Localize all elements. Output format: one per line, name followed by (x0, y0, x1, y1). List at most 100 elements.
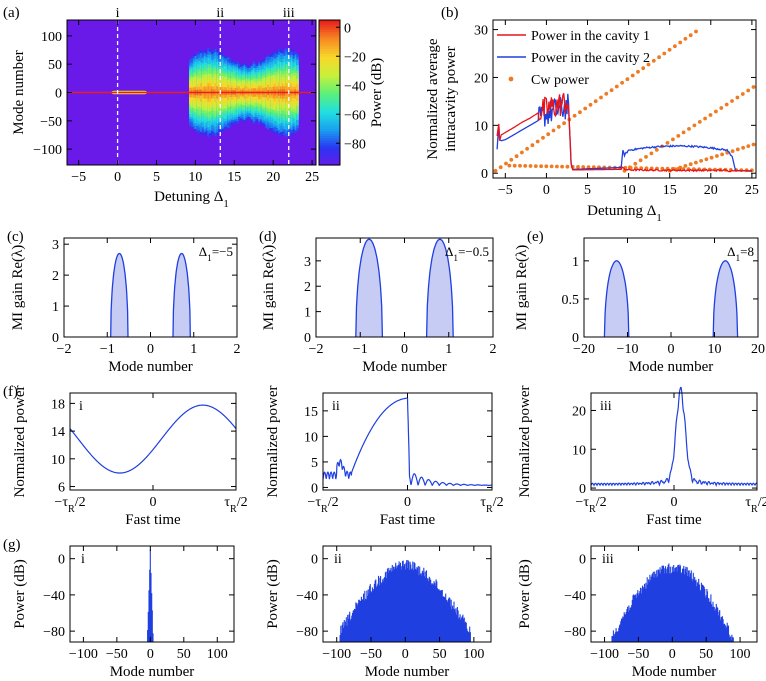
x-tick-label: 0 (669, 647, 676, 662)
axes-frame (590, 545, 758, 643)
y-axis-title: MI gain Re(λ) (261, 245, 277, 331)
colorbar-cell (319, 140, 340, 144)
x-tick-label: 5 (584, 183, 591, 198)
y-tick-label: 100 (41, 30, 62, 45)
state-annotation: ii (334, 552, 342, 567)
mi-gain-curve (355, 238, 384, 338)
colorbar-cell (319, 27, 340, 31)
cw-power-dot (533, 164, 538, 169)
cw-power-dot (630, 73, 635, 78)
x-tick-label: 100 (207, 647, 228, 662)
colorbar-cell (319, 126, 340, 130)
y-tick-label: 10 (474, 119, 488, 134)
y-tick-label: 0 (52, 331, 59, 346)
colorbar-cell (319, 32, 340, 36)
power-curve (590, 386, 758, 487)
mi-gain-curve (172, 252, 191, 338)
colorbar-cell (319, 150, 340, 154)
state-annotation: i (79, 399, 83, 414)
x-tick-label: −1 (100, 342, 115, 357)
y-tick-label: 0 (481, 167, 488, 182)
detuning-marker-label: ii (216, 6, 224, 21)
panel-label: (d) (259, 229, 277, 245)
y-tick-label: 14 (51, 425, 65, 440)
x-tick-label: −100 (322, 647, 351, 662)
x-tick-label: −τR/2 (307, 495, 338, 515)
cw-power-dot (599, 95, 603, 100)
cw-power-dot (520, 150, 524, 155)
x-tick-label: −τR/2 (54, 495, 85, 515)
mi-gain-fill (426, 239, 454, 337)
colorbar-cell (319, 90, 340, 94)
y-tick-label: −80 (296, 625, 318, 640)
x-tick-label: 1 (190, 342, 197, 357)
x-tick-label: τR/2 (224, 495, 247, 515)
x-tick-label: 0 (671, 495, 678, 510)
x-tick-label: 0 (404, 495, 411, 510)
cw-power-dot (683, 36, 688, 41)
cw-power-dot (546, 132, 551, 137)
colorbar-cell (319, 82, 340, 86)
x-tick-label: 50 (433, 647, 447, 662)
panel-label: (f) (3, 384, 18, 400)
cw-power-dot (583, 106, 588, 111)
cw-power-dot (678, 165, 683, 170)
colorbar-cell (319, 107, 340, 110)
colorbar-cell (319, 92, 340, 96)
cw-power-dot (530, 143, 535, 148)
colorbar-cell (319, 53, 340, 57)
y-axis-title: Mode number (11, 50, 27, 135)
y-tick-label: 2 (304, 280, 311, 295)
y-axis-title: Power (dB) (517, 559, 533, 629)
cw-power-dot (588, 102, 593, 107)
y-tick-label: 10 (51, 453, 65, 468)
cw-power-dot (636, 69, 640, 74)
x-axis-title: Mode number (629, 359, 714, 375)
cw-power-dot (665, 141, 670, 145)
x-tick-label: 0 (147, 342, 154, 357)
panel-label: (c) (7, 229, 24, 245)
colorbar-cell (319, 24, 340, 28)
colorbar-cell (319, 70, 340, 74)
axes-frame (492, 19, 757, 179)
cw-power-dot (539, 164, 543, 169)
x-axis-title: Mode number (632, 664, 717, 680)
detuning-annotation: Δ1=−0.5 (445, 244, 489, 264)
panel-c: −2 −1 0 1 2 0 1 2 3 Mode number MI gain Re(λ)(c) Δ1… (7, 229, 241, 375)
x-axis-title: Fast time (646, 512, 702, 528)
colorbar-cell (319, 75, 340, 79)
colorbar-cell (319, 119, 340, 123)
cw-power-dot (628, 165, 632, 170)
x-axis-title: Mode number (362, 359, 447, 375)
mi-gain-curve (425, 238, 454, 338)
legend-label: Power in the cavity 1 (531, 29, 650, 44)
cw-power-dot (518, 163, 522, 168)
x-tick-label: −10 (617, 342, 639, 357)
y-tick-label: 30 (474, 24, 488, 39)
x-tick-label: −50 (627, 647, 649, 662)
cw-power-dot (694, 160, 698, 165)
panel-a: i ii iii−5 0 5 10 15 20 25−100−50050100Detuning … (3, 5, 385, 210)
cw-power-dot (671, 137, 675, 142)
cw-power-dot (572, 113, 577, 118)
cw-power-dot (641, 66, 646, 71)
cw-power-dot (667, 47, 672, 52)
cw-power-dot (673, 44, 677, 49)
x-tick-label: 10 (188, 170, 202, 185)
x-tick-label: −100 (590, 647, 619, 662)
y-axis-title: Power (dB) (265, 559, 281, 629)
y-tick-label: 18 (51, 397, 65, 412)
panel-d: −2 −1 0 1 2 0 1 2 3 Mode number MI gain Re(λ)(d) Δ1… (259, 229, 497, 375)
x-tick-label: 0 (114, 170, 121, 185)
colorbar-cell (319, 111, 340, 115)
colorbar-cell (319, 58, 340, 62)
colorbar-cell (319, 116, 340, 120)
colorbar-cell (319, 46, 340, 50)
panel-label: (a) (3, 5, 20, 21)
colorbar-cell (319, 133, 340, 137)
x-tick-label: 0 (668, 342, 675, 357)
colorbar-cell (319, 73, 340, 77)
y-tick-label: 3 (52, 238, 59, 253)
